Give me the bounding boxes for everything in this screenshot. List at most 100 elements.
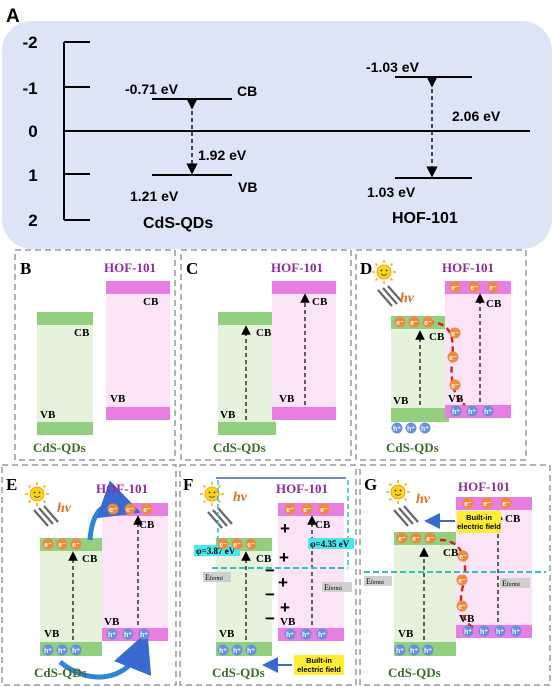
sun-icon xyxy=(24,481,50,507)
cb-label: CB xyxy=(139,519,155,531)
panel-a-background xyxy=(2,21,552,249)
field-label-line1: Built-in xyxy=(306,656,332,665)
photon-label: hν xyxy=(416,492,431,507)
electron-symbol: e⁻ xyxy=(398,536,406,543)
panel-b-letter: B xyxy=(20,259,31,278)
cds-work-function: φ=3.87 eV xyxy=(196,546,236,556)
hole-dot xyxy=(478,625,490,637)
panel-f-border xyxy=(179,464,357,686)
electron-symbol: e⁻ xyxy=(449,355,457,362)
cds-name: CdS-QDs xyxy=(143,215,213,232)
vb-label: VB xyxy=(220,409,236,421)
vb-label: VB xyxy=(280,616,296,628)
cds-vb-label: VB xyxy=(238,179,257,195)
tick-label: 0 xyxy=(28,122,37,141)
hole-symbol: h⁺ xyxy=(410,648,418,655)
tick-label: -2 xyxy=(22,33,37,52)
hof-work-function-box xyxy=(308,538,354,549)
panel-f: F hν φ=3.87 eV φ=4.35 eV Efermi Efermi +… xyxy=(179,464,357,686)
panel-e-border xyxy=(1,464,177,686)
hole-symbol: h⁺ xyxy=(484,409,492,416)
hole-symbol: h⁺ xyxy=(44,648,52,655)
electron-symbol: e⁻ xyxy=(426,536,434,543)
electron-dot xyxy=(56,538,68,550)
panel-c-border xyxy=(180,249,352,461)
vb-label: VB xyxy=(219,628,235,640)
electron-dot xyxy=(301,503,313,515)
electron-dot xyxy=(449,327,461,339)
hof-work-function: φ=4.35 eV xyxy=(310,539,350,549)
cds-vb-band xyxy=(391,408,449,422)
electron-symbol: e⁻ xyxy=(458,578,466,585)
cds-body xyxy=(37,312,93,422)
hole-transfer-arrow xyxy=(58,631,152,680)
electron-dot xyxy=(396,532,408,544)
electron-symbol: e⁻ xyxy=(464,501,472,508)
cds-vb-value: 1.21 eV xyxy=(130,188,179,204)
electron-dot xyxy=(447,351,459,363)
hole-dot xyxy=(122,628,134,640)
photon-label: hν xyxy=(233,490,248,505)
hole-symbol: h⁺ xyxy=(468,409,476,416)
light-rays-icon xyxy=(392,504,420,528)
cb-label: CB xyxy=(256,553,272,565)
hof-cb-band xyxy=(106,281,170,294)
electron-symbol: e⁻ xyxy=(424,320,432,327)
hof-vb-band xyxy=(106,407,170,420)
hof-fermi-box xyxy=(500,578,530,588)
electron-symbol: e⁻ xyxy=(320,507,328,514)
electron-dot xyxy=(124,503,136,515)
hole-dot xyxy=(422,644,434,656)
panel-c-letter: C xyxy=(186,259,198,278)
hole-dot xyxy=(106,628,118,640)
vb-label: VB xyxy=(110,393,126,405)
cds-title: CdS-QDs xyxy=(33,440,86,455)
electron-symbol: e⁻ xyxy=(143,507,151,514)
electron-dot xyxy=(217,538,229,550)
hole-symbol: h⁺ xyxy=(233,648,241,655)
hole-symbol: h⁺ xyxy=(393,426,401,433)
electron-dot xyxy=(231,538,243,550)
vb-label: VB xyxy=(40,409,56,421)
hole-symbol: h⁺ xyxy=(219,648,227,655)
panel-e-letter: E xyxy=(6,475,17,494)
electron-dot xyxy=(456,574,468,586)
hole-dot xyxy=(300,628,312,640)
field-label-line2: electric field xyxy=(457,522,501,531)
cds-title: CdS-QDs xyxy=(213,440,266,455)
hole-symbol: h⁺ xyxy=(407,426,415,433)
hole-dot xyxy=(217,644,229,656)
field-label-line2: electric field xyxy=(297,665,341,674)
hof-cb-band xyxy=(456,497,532,510)
cb-label: CB xyxy=(443,547,459,559)
cds-cb-band xyxy=(218,312,276,325)
electron-symbol: e⁻ xyxy=(219,542,227,549)
field-label-box xyxy=(457,511,501,533)
cds-vb-band xyxy=(218,422,276,435)
hole-symbol: h⁺ xyxy=(496,629,504,636)
hole-dot xyxy=(42,644,54,656)
hole-dot xyxy=(510,625,522,637)
electron-transfer-arrow xyxy=(87,480,141,541)
cds-vb-band xyxy=(216,642,272,656)
positive-charge: + xyxy=(279,548,289,567)
hof-body xyxy=(102,503,168,628)
hole-dot xyxy=(494,625,506,637)
electron-dot xyxy=(481,497,493,509)
hof-title: HOF-101 xyxy=(96,481,148,496)
hof-title: HOF-101 xyxy=(442,260,494,275)
electron-symbol: e⁻ xyxy=(286,507,294,514)
field-label-box xyxy=(294,655,344,675)
hole-symbol: h⁺ xyxy=(72,648,80,655)
axis-ticks xyxy=(64,41,90,221)
hole-dot xyxy=(408,644,420,656)
panel-d-border xyxy=(355,249,527,461)
hof-title: HOF-101 xyxy=(271,260,323,275)
positive-charge: + xyxy=(280,598,290,617)
axis-tick-labels: -2 -1 0 1 2 xyxy=(22,33,37,230)
electron-symbol: e⁻ xyxy=(233,542,241,549)
tick-label: -1 xyxy=(22,79,37,98)
cds-work-function-box xyxy=(194,545,240,556)
light-rays-icon xyxy=(32,504,60,528)
